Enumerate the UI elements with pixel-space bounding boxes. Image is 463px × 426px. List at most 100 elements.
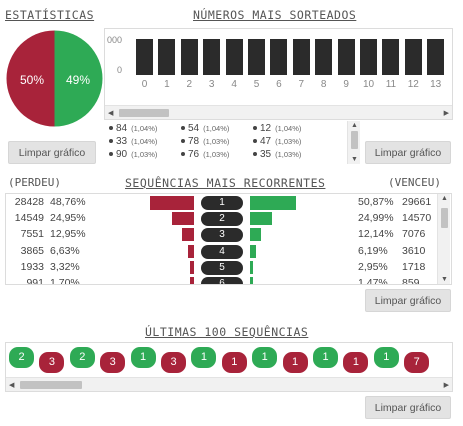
sequence-bubble-win: 1 <box>252 347 278 368</box>
stats-clear-button[interactable]: Limpar gráfico <box>8 141 96 164</box>
lose-percent: 12,95% <box>50 228 86 241</box>
sequences-clear-button[interactable]: Limpar gráfico <box>365 289 451 312</box>
sequence-pill: 2 <box>201 212 243 227</box>
win-percent: 50,87% <box>358 196 394 208</box>
scroll-right-icon[interactable]: ▶ <box>443 382 449 389</box>
bullet-icon <box>253 126 257 131</box>
scroll-thumb[interactable] <box>20 381 82 389</box>
number-percent: (1,04%) <box>203 124 230 133</box>
number-percent: (1,03%) <box>203 137 230 146</box>
win-count: 1718 <box>402 260 426 273</box>
lose-count: 3865 <box>20 244 44 257</box>
bullet-icon <box>181 126 185 131</box>
scroll-left-icon[interactable]: ◀ <box>108 110 114 117</box>
sequence-bubble-lose: 1 <box>282 352 308 373</box>
sequence-row: 991 1,70% 6 1,47% 859 <box>6 276 438 285</box>
sequence-bubble-win: 1 <box>313 347 338 368</box>
x-tick-label: 7 <box>298 79 305 90</box>
sequence-pill: 6 <box>201 277 243 284</box>
sequence-pill: 4 <box>201 244 243 259</box>
win-bar <box>250 212 273 226</box>
chart-bar <box>136 39 153 75</box>
x-tick-label: 2 <box>186 79 193 90</box>
x-tick-label: 8 <box>320 79 327 90</box>
lose-percent: 6,63% <box>50 244 80 257</box>
number-value: 76 <box>188 149 200 160</box>
bullet-icon <box>109 126 113 131</box>
lose-count: 14549 <box>14 212 44 225</box>
scroll-down-icon[interactable]: ▼ <box>441 276 448 283</box>
win-count: 7076 <box>402 228 426 241</box>
scroll-up-icon[interactable]: ▲ <box>441 195 448 202</box>
sequence-pill: 3 <box>201 228 243 243</box>
number-percent: (1,03%) <box>131 150 158 159</box>
chart-bar <box>203 39 221 75</box>
chart-bar <box>315 39 333 75</box>
bullet-icon <box>109 139 113 144</box>
lose-count: 991 <box>26 277 44 285</box>
chart-bar <box>158 39 176 75</box>
chart-bar <box>404 39 422 75</box>
win-bar <box>250 260 253 274</box>
win-loss-pie-chart: 50% 49% <box>6 30 103 127</box>
number-list-item: 33 (1,04%) <box>109 136 157 147</box>
sequence-row: 28428 48,76% 1 50,87% 29661 <box>6 195 438 212</box>
sequence-bubble-lose: 3 <box>100 352 126 373</box>
sequence-bubble-win: 2 <box>9 347 34 368</box>
scroll-thumb[interactable] <box>119 109 169 117</box>
chart-bar <box>382 39 400 75</box>
last100-hscrollbar[interactable]: ◀ ▶ <box>6 377 452 391</box>
number-list-item: 12 (1,04%) <box>253 123 301 134</box>
x-tick-label: 1 <box>164 79 170 90</box>
x-tick-label: 5 <box>253 79 260 90</box>
number-value: 54 <box>188 123 200 134</box>
win-count: 3610 <box>402 244 426 257</box>
pie-lose-label: 50% <box>20 73 44 87</box>
chart-bar <box>270 39 288 75</box>
x-tick-label: 3 <box>208 79 215 90</box>
win-percent: 6,19% <box>358 244 388 257</box>
number-list-item: 47 (1,03%) <box>253 136 301 147</box>
win-bar <box>250 244 256 258</box>
sequence-bubble-lose: 3 <box>39 352 65 373</box>
bullet-icon <box>253 152 257 157</box>
top-numbers-list: 84 (1,04%) 54 (1,04%) 12 (1,04%) 33 (1,04%) 78 (1… <box>104 121 362 165</box>
sequence-pill: 5 <box>201 260 243 275</box>
sequence-bubble-win: 1 <box>130 347 156 368</box>
scroll-left-icon[interactable]: ◀ <box>9 382 15 389</box>
number-percent: (1,04%) <box>131 137 158 146</box>
x-tick-label: 11 <box>385 79 397 90</box>
last100-title: ÚLTIMAS 100 SEQUÊNCIAS <box>145 325 309 339</box>
last100-clear-button[interactable]: Limpar gráfico <box>365 396 451 419</box>
number-list-vscrollbar[interactable]: ▲ ▼ <box>347 121 360 164</box>
lose-bar <box>188 244 194 258</box>
number-percent: (1,03%) <box>275 150 302 159</box>
number-value: 12 <box>260 123 272 134</box>
number-value: 78 <box>188 136 200 147</box>
chart-bar <box>248 39 265 75</box>
top-numbers-chart: 000 0 0 1 2 3 4 5 6 7 8 9 10 11 12 13 ◀ ▶ <box>104 28 453 120</box>
scroll-thumb[interactable] <box>441 208 448 228</box>
sequence-row: 1933 3,32% 5 2,95% 1718 <box>6 260 438 277</box>
y-axis-label-top: 000 <box>107 35 123 45</box>
number-list-item: 35 (1,03%) <box>253 149 301 160</box>
lose-bar <box>190 277 194 284</box>
top-numbers-clear-button[interactable]: Limpar gráfico <box>365 141 451 164</box>
lose-count: 1933 <box>20 260 44 273</box>
won-column-label: (VENCEU) <box>388 176 441 189</box>
bullet-icon <box>253 139 257 144</box>
win-percent: 2,95% <box>358 260 388 273</box>
scroll-up-icon[interactable]: ▲ <box>351 122 358 129</box>
lose-bar <box>171 212 194 226</box>
top-chart-hscrollbar[interactable]: ◀ ▶ <box>105 105 452 119</box>
scroll-thumb[interactable] <box>351 131 358 149</box>
pie-slice-win <box>54 30 103 127</box>
scroll-down-icon[interactable]: ▼ <box>351 156 358 163</box>
lose-percent: 1,70% <box>50 277 80 285</box>
lose-bar <box>182 228 194 242</box>
number-percent: (1,03%) <box>275 137 302 146</box>
sequence-row: 14549 24,95% 2 24,99% 14570 <box>6 211 438 228</box>
sequences-vscrollbar[interactable]: ▲ ▼ <box>437 194 450 284</box>
scroll-right-icon[interactable]: ▶ <box>443 110 449 117</box>
